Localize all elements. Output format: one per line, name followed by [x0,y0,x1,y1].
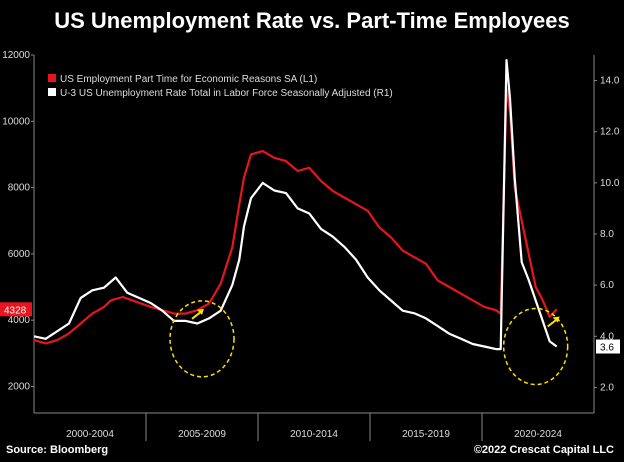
left-tick-label: 6000 [8,249,31,260]
annotation-circle [169,300,235,378]
annotation-arrowhead [197,308,204,315]
period-label: 2015-2019 [402,429,450,440]
left-tick-label: 2000 [8,381,31,392]
period-label: 2005-2009 [178,429,226,440]
annotation-arrow [547,318,558,328]
copyright-label: ©2022 Crescat Capital LLC [473,444,614,456]
series-line-0 [33,87,558,345]
left-tick-label: 4000 [8,315,31,326]
right-tick-label: 10.0 [600,178,620,189]
left-tick-label: 10000 [2,116,30,127]
right-tick-label: 12.0 [600,127,620,138]
period-label: 2010-2014 [290,429,338,440]
legend-label: U-3 US Unemployment Rate Total in Labor … [60,88,393,99]
right-tick-label: 14.0 [600,76,620,87]
period-label: 2020-2024 [514,429,562,440]
right-last-value-label: 3.6 [600,343,614,354]
legend-swatch [48,74,56,82]
left-tick-label: 12000 [2,50,30,61]
left-last-value-badge [0,302,32,317]
legend-label: US Employment Part Time for Economic Rea… [60,74,317,85]
chart-title: US Unemployment Rate vs. Part-Time Emplo… [54,8,570,33]
right-tick-label: 6.0 [600,280,614,291]
period-label: 2000-2004 [66,429,114,440]
left-last-value-label: 4328 [4,305,27,316]
left-tick-label: 8000 [8,183,31,194]
right-last-value-badge [596,339,620,354]
right-tick-label: 2.0 [600,382,614,393]
annotation-arrowhead [552,316,560,323]
legend-swatch [48,88,56,96]
annotation-circle [502,307,569,386]
right-tick-label: 4.0 [600,331,614,342]
series-line-1 [33,59,558,351]
right-tick-label: 8.0 [600,229,614,240]
source-label: Source: Bloomberg [6,444,109,456]
annotation-arrow [191,311,202,320]
